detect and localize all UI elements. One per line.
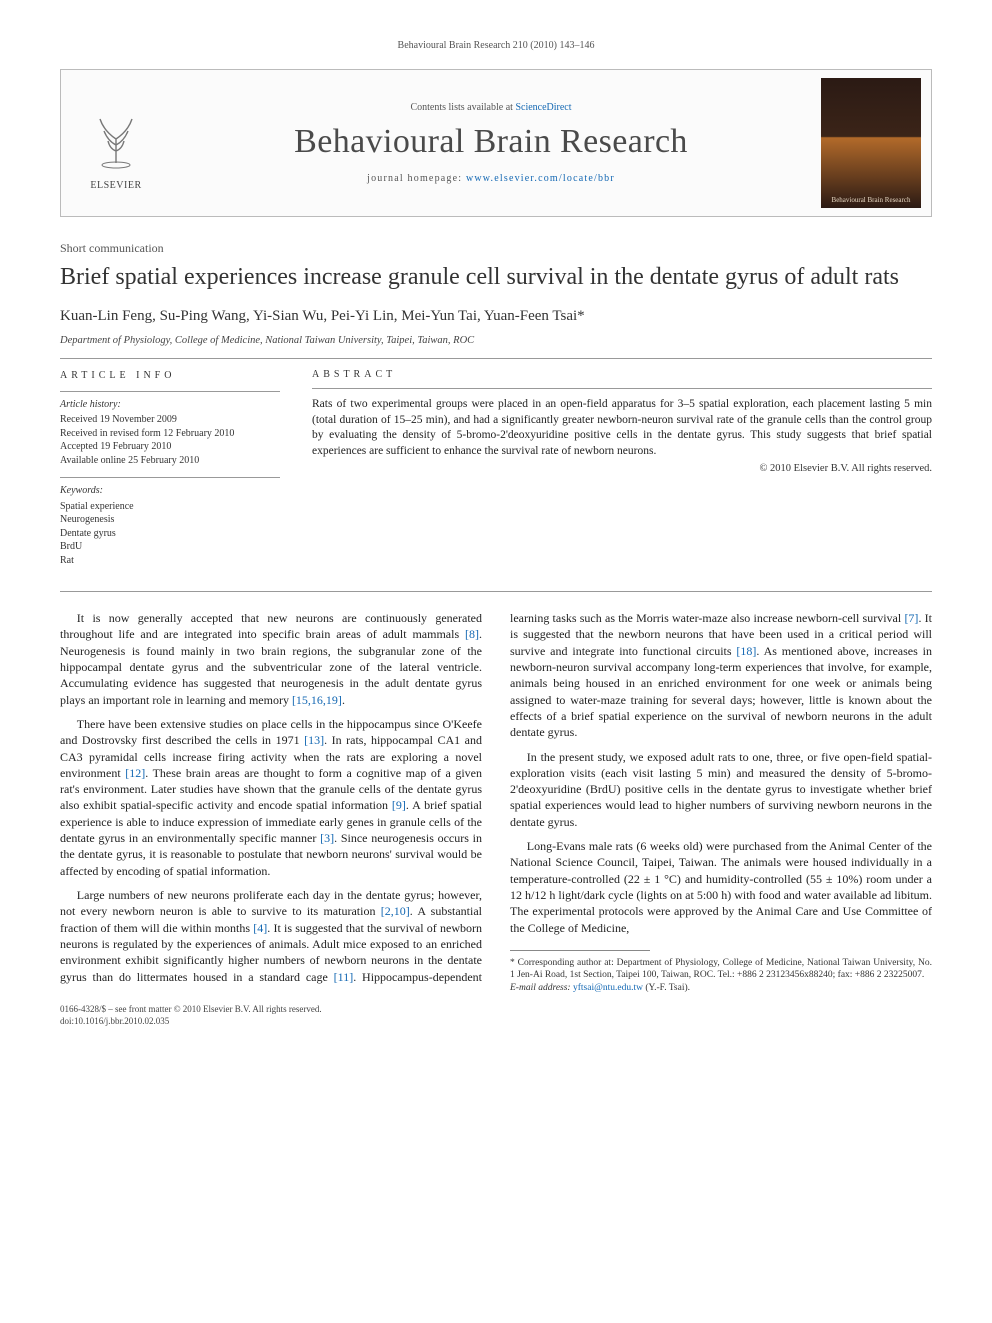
keyword: BrdU — [60, 540, 280, 554]
divider — [60, 358, 932, 359]
keywords-title: Keywords: — [60, 484, 280, 498]
article-history-title: Article history: — [60, 398, 280, 412]
divider — [60, 477, 280, 478]
corresponding-email-link[interactable]: yftsai@ntu.edu.tw — [573, 983, 643, 993]
journal-homepage-link[interactable]: www.elsevier.com/locate/bbr — [466, 173, 615, 184]
body-paragraph: In the present study, we exposed adult r… — [510, 749, 932, 831]
body-paragraph: There have been extensive studies on pla… — [60, 716, 482, 879]
body-paragraph: Long-Evans male rats (6 weeks old) were … — [510, 838, 932, 936]
affiliation: Department of Physiology, College of Med… — [60, 335, 932, 346]
doi-line: doi:10.1016/j.bbr.2010.02.035 — [60, 1016, 932, 1028]
article-history-block: Article history: Received 19 November 20… — [60, 398, 280, 468]
divider — [60, 591, 932, 592]
article-title: Brief spatial experiences increase granu… — [60, 262, 932, 292]
journal-name: Behavioural Brain Research — [294, 123, 688, 161]
footnote-separator — [510, 950, 650, 951]
abstract-column: ABSTRACT Rats of two experimental groups… — [312, 369, 932, 577]
page: Behavioural Brain Research 210 (2010) 14… — [0, 0, 992, 1067]
abstract-heading: ABSTRACT — [312, 369, 932, 380]
email-line: E-mail address: yftsai@ntu.edu.tw (Y.-F.… — [510, 982, 932, 994]
article-type: Short communication — [60, 241, 932, 256]
email-suffix: (Y.-F. Tsai). — [645, 983, 690, 993]
cover-caption: Behavioural Brain Research — [832, 196, 911, 204]
history-line: Available online 25 February 2010 — [60, 454, 280, 468]
article-info-column: ARTICLE INFO Article history: Received 1… — [60, 369, 280, 577]
footnotes: * Corresponding author at: Department of… — [510, 957, 932, 994]
history-line: Accepted 19 February 2010 — [60, 440, 280, 454]
header-center: Contents lists available at ScienceDirec… — [171, 70, 811, 216]
homepage-prefix: journal homepage: — [367, 173, 466, 184]
keywords-block: Keywords: Spatial experience Neurogenesi… — [60, 484, 280, 567]
journal-homepage-line: journal homepage: www.elsevier.com/locat… — [367, 173, 615, 184]
cover-thumb-block: Behavioural Brain Research — [811, 70, 931, 216]
abstract-copyright: © 2010 Elsevier B.V. All rights reserved… — [312, 463, 932, 474]
bottom-meta: 0166-4328/$ – see front matter © 2010 El… — [60, 1004, 932, 1027]
elsevier-tree-icon — [81, 96, 151, 176]
abstract-text: Rats of two experimental groups were pla… — [312, 397, 932, 459]
email-label: E-mail address: — [510, 983, 571, 993]
publisher-block: ELSEVIER — [61, 70, 171, 216]
history-line: Received 19 November 2009 — [60, 413, 280, 427]
sciencedirect-link[interactable]: ScienceDirect — [515, 102, 571, 113]
issn-copyright-line: 0166-4328/$ – see front matter © 2010 El… — [60, 1004, 932, 1016]
history-line: Received in revised form 12 February 201… — [60, 427, 280, 441]
running-header: Behavioural Brain Research 210 (2010) 14… — [60, 40, 932, 51]
contents-prefix: Contents lists available at — [410, 102, 515, 113]
article-info-heading: ARTICLE INFO — [60, 369, 280, 383]
publisher-name: ELSEVIER — [90, 180, 141, 191]
keyword: Dentate gyrus — [60, 527, 280, 541]
contents-available-line: Contents lists available at ScienceDirec… — [410, 102, 571, 113]
body-columns: It is now generally accepted that new ne… — [60, 610, 932, 994]
info-abstract-row: ARTICLE INFO Article history: Received 1… — [60, 369, 932, 577]
divider — [60, 391, 280, 392]
author-list: Kuan-Lin Feng, Su-Ping Wang, Yi-Sian Wu,… — [60, 308, 932, 325]
divider — [312, 388, 932, 389]
journal-header-box: ELSEVIER Contents lists available at Sci… — [60, 69, 932, 217]
keyword: Rat — [60, 554, 280, 568]
keyword: Neurogenesis — [60, 513, 280, 527]
body-paragraph: It is now generally accepted that new ne… — [60, 610, 482, 708]
journal-cover-thumbnail: Behavioural Brain Research — [821, 78, 921, 208]
keyword: Spatial experience — [60, 500, 280, 514]
corresponding-author-note: * Corresponding author at: Department of… — [510, 957, 932, 982]
